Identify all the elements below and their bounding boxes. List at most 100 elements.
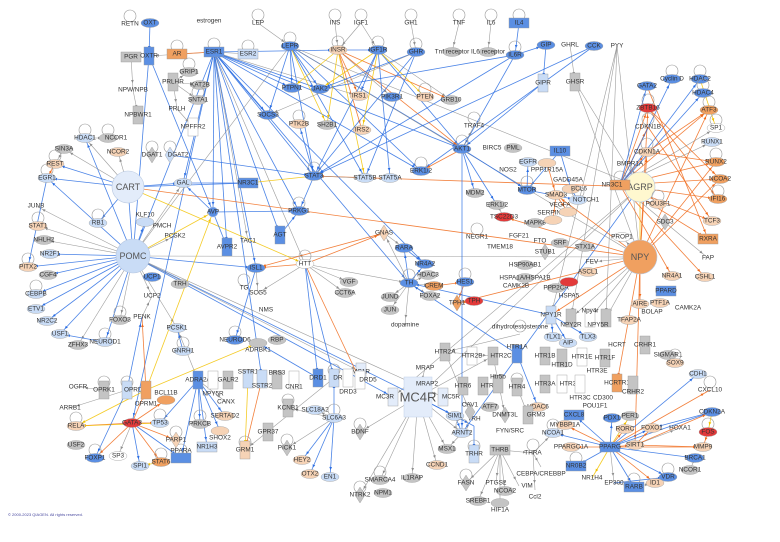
node-ppara[interactable]: PPARA (170, 443, 192, 464)
node-bolap[interactable]: BOLAP (641, 309, 662, 316)
node-pparg[interactable]: PPARG (599, 441, 621, 453)
node-trh[interactable]: TRH (467, 416, 481, 423)
node-cnr1[interactable]: CNR1 (285, 370, 303, 391)
node-aire[interactable]: AIRE (630, 299, 650, 309)
node-sstr2[interactable]: SSTR2 (252, 369, 273, 390)
node-sigmar1[interactable]: SIGMAR1 (654, 350, 683, 360)
node-sstr1[interactable]: SSTR1 (238, 369, 259, 389)
node-pgr[interactable]: PGR (120, 51, 142, 63)
node-zbtb16[interactable]: ZBTB16 (636, 93, 660, 113)
node-ppp1r15a[interactable]: PPP1R15A (531, 158, 564, 174)
node-stat5b[interactable]: STAT5B (353, 173, 377, 183)
node-nr3c1[interactable]: NR3C1 (602, 170, 631, 191)
node-ppargc1a[interactable]: PPARGC1A (554, 442, 589, 452)
node-brs3[interactable]: BRS3 (269, 370, 286, 390)
node-mtor[interactable]: MTOR (518, 175, 537, 195)
node-grip1[interactable]: GRIP1 (179, 57, 199, 77)
node-galr2[interactable]: GALR2 (218, 370, 239, 390)
node-sox9[interactable]: SOX9 (665, 348, 685, 368)
node-dgat1[interactable]: DGAT1 (142, 140, 163, 164)
node-htr3e[interactable]: HTR3E (587, 368, 608, 375)
node-avp[interactable]: AVP (207, 206, 219, 218)
node-arrb1[interactable]: ARRB1 (59, 405, 81, 412)
node-shox2[interactable]: SHOX2 (209, 426, 231, 442)
node-hes1[interactable]: HES1 (455, 267, 475, 287)
node-npffr2[interactable]: NPFFR2 (181, 117, 206, 137)
node-ptgs2[interactable]: PTGS2 (486, 480, 507, 487)
node-drd3[interactable]: DRD3 (339, 368, 357, 396)
node-ghr[interactable]: GHR (406, 37, 426, 57)
node-thrb[interactable]: THRB (489, 444, 511, 456)
node-foxa2[interactable]: FOXA2 (420, 291, 441, 301)
node-gata2[interactable]: GATA2 (637, 81, 657, 91)
node-brca1[interactable]: BRCA1 (684, 453, 706, 463)
node-retn[interactable]: RETN (121, 9, 139, 28)
node-arnt2[interactable]: ARNT2 (452, 418, 473, 438)
node-htr1b[interactable]: HTR1B (535, 346, 556, 366)
node-mrap2[interactable]: MRAP2 (416, 381, 438, 388)
node-klf10[interactable]: KLF10 (136, 212, 155, 227)
node-neurod6[interactable]: NEUROD6 (219, 325, 251, 345)
node-il6[interactable]: IL6 (484, 8, 498, 27)
node-il1rap[interactable]: IL1RAP (401, 473, 423, 483)
node-npy5r[interactable]: NPY5R (202, 370, 224, 398)
node-ccl2[interactable]: Ccl2 (529, 494, 542, 501)
node-tsc22d3[interactable]: TSC22D3 (490, 212, 519, 222)
node-ncor1[interactable]: NCOR1 (98, 123, 128, 143)
node-runx1[interactable]: RUNX1 (701, 137, 723, 147)
node-pten[interactable]: PTEN (415, 82, 435, 102)
node-isl1[interactable]: ISL1 (246, 263, 266, 273)
node-cct6a[interactable]: CCT6A (335, 288, 357, 298)
node-estrogen[interactable]: estrogen (197, 18, 222, 25)
node-smad3[interactable]: SMAD3 (545, 190, 567, 200)
node-igf1r[interactable]: IGF1R (369, 35, 388, 55)
node-birc5[interactable]: BIRC5 (483, 145, 502, 152)
node-gh1[interactable]: GH1 (404, 8, 418, 27)
node-cebpa-crebbp[interactable]: CEBPA/CREBBP (516, 471, 565, 478)
node-bdnf[interactable]: BDNF (351, 417, 369, 441)
node-junb[interactable]: JUNB (28, 203, 45, 210)
node-pcsk2[interactable]: PCSK2 (165, 233, 186, 240)
node-hspa1a-hspa1b[interactable]: HSPA1A/HSPA1B (499, 273, 551, 283)
node-nos2[interactable]: NOS2 (499, 167, 517, 174)
node-srf[interactable]: SRF (550, 238, 570, 248)
node-jund[interactable]: JUND (380, 292, 400, 302)
node-htr1e[interactable]: HTR1E (572, 347, 593, 367)
node-gadd45a[interactable]: GADD45A (553, 177, 584, 184)
node-rela[interactable]: RELA (66, 411, 86, 431)
node-atf3[interactable]: ATF3 (699, 95, 719, 115)
node-slc6a3[interactable]: SLC6A3 (322, 403, 346, 423)
node-etv1[interactable]: ETV1 (26, 304, 46, 314)
node-fap[interactable]: FAP (702, 255, 714, 262)
node-dihydrotestosterone[interactable]: dihydrotestosterone (492, 319, 549, 333)
node-cshl1[interactable]: CSHL1 (695, 272, 716, 282)
node-hey2[interactable]: HEY2 (292, 455, 312, 465)
node-ins[interactable]: INS (328, 8, 342, 27)
node-fyn-src[interactable]: FYN/SRC (496, 428, 524, 435)
node-htr2a[interactable]: HTR2A (435, 342, 457, 362)
node-il6-receptor[interactable]: IL6 receptor (471, 47, 506, 57)
node-nr0b2[interactable]: NR0B2 (566, 451, 587, 472)
node-kcnb1[interactable]: KCNB1 (277, 393, 299, 418)
node-il4[interactable]: IL4 (508, 8, 530, 29)
node-rorc[interactable]: RORC (616, 424, 635, 434)
node-gata3[interactable]: GATA3 (122, 418, 142, 428)
node-esr1[interactable]: ESR1 (203, 37, 225, 58)
node-rbp[interactable]: RBP (267, 335, 287, 345)
node-npy2r[interactable]: NPY2R (560, 308, 582, 329)
node-ncor2[interactable]: NCOR2 (107, 147, 130, 157)
node-foxo1[interactable]: FOXO1 (641, 423, 663, 433)
node-smarca4[interactable]: SMARCA4 (365, 465, 396, 485)
node-grm1[interactable]: GRM1 (236, 435, 255, 460)
node-drd1[interactable]: DRD1 (309, 368, 327, 388)
node-sh2b1[interactable]: SH2B1 (317, 120, 338, 130)
node-dopamine[interactable]: dopamine (391, 322, 420, 329)
node-htr2b[interactable]: HTR2B (462, 346, 483, 366)
node-serpine1[interactable]: SERPINE1 (537, 210, 569, 225)
node-prlhr[interactable]: PRLHR (162, 72, 184, 92)
node-jun[interactable]: JUN (380, 305, 400, 315)
node-msx1[interactable]: MSX1 (437, 444, 457, 454)
node-pyy[interactable]: PYY (611, 43, 625, 50)
node-ncoa2[interactable]: NCOA2 (494, 486, 516, 496)
node-stub1[interactable]: STUB1 (535, 243, 556, 261)
